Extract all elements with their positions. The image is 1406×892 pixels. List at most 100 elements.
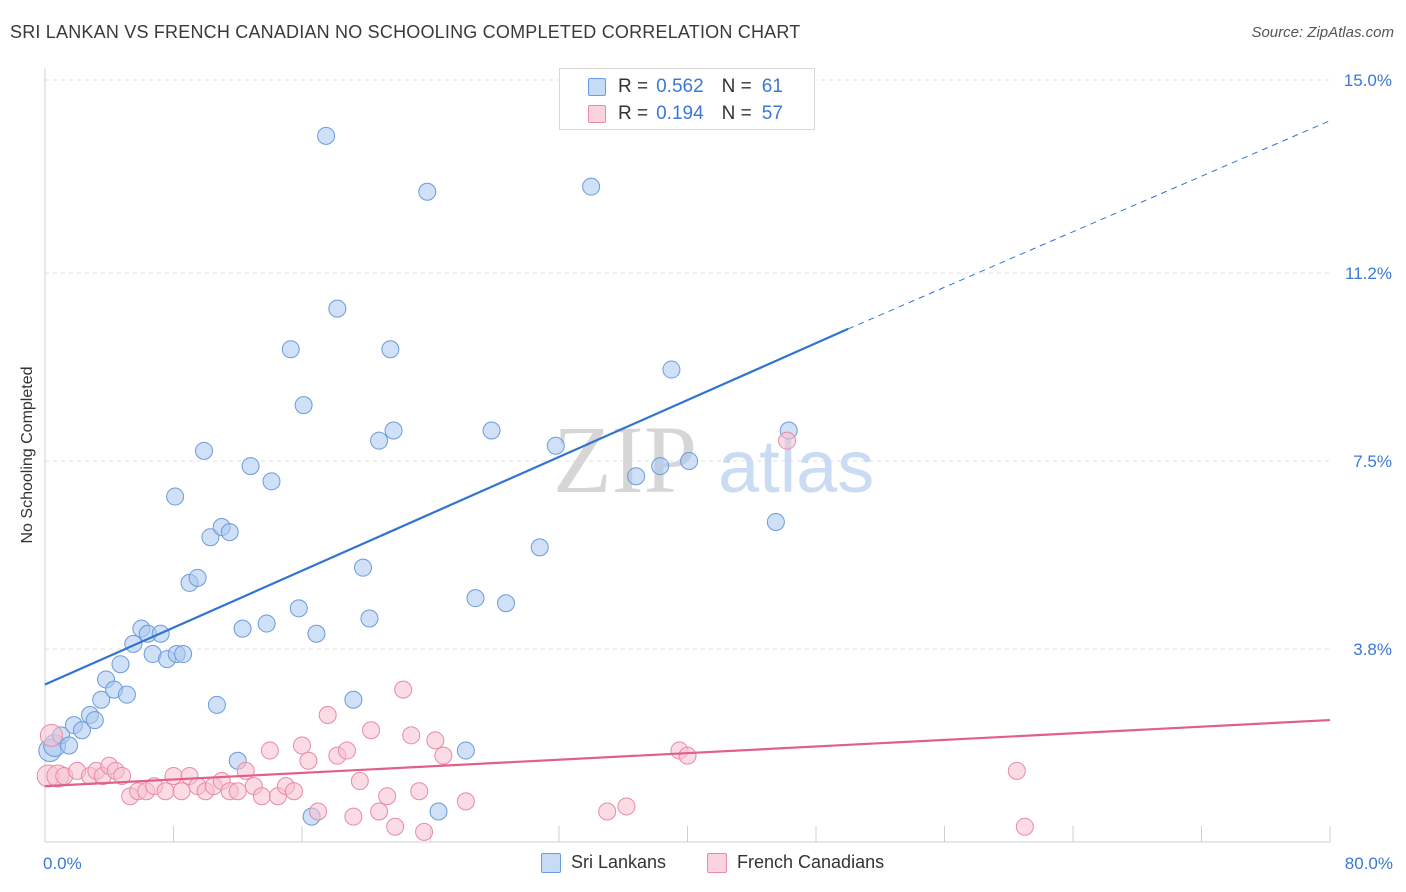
sri-lankan-point bbox=[174, 645, 193, 664]
bottom-legend-swatch-pink bbox=[707, 852, 727, 873]
sri-lankan-point bbox=[220, 523, 239, 542]
x-tick-label-start: 0.0% bbox=[43, 854, 82, 873]
sri-lankan-point bbox=[294, 396, 313, 415]
french-canadian-point bbox=[293, 736, 311, 755]
french-canadian-point bbox=[172, 782, 191, 801]
sri-lankan-point bbox=[92, 690, 111, 709]
french-canadian-point bbox=[598, 802, 617, 821]
french-canadian-point bbox=[318, 706, 337, 724]
sri-lankan-point bbox=[530, 538, 549, 557]
sri-lankan-point bbox=[766, 512, 785, 531]
sri-lankan-point bbox=[370, 431, 389, 450]
sri-lankan-point bbox=[317, 126, 336, 145]
grid-lines bbox=[45, 79, 1330, 650]
sri-lankan-point bbox=[188, 568, 207, 587]
bottom-legend-sri-lankans: Sri Lankans bbox=[541, 852, 666, 873]
french-canadian-point bbox=[156, 782, 175, 801]
sri-lankan-point bbox=[166, 487, 185, 506]
sri-lankan-point bbox=[546, 436, 565, 455]
sri-lankan-point bbox=[360, 609, 379, 628]
x-tick-label-end: 80.0% bbox=[1345, 854, 1393, 873]
sri-lankan-point bbox=[85, 711, 104, 730]
sri-lankan-point bbox=[117, 685, 136, 704]
french-canadian-point bbox=[337, 741, 356, 760]
sri-lankan-point bbox=[207, 695, 226, 714]
sri-lankan-point bbox=[233, 619, 252, 638]
bottom-legend-label: Sri Lankans bbox=[571, 852, 667, 872]
french-canadian-point bbox=[617, 797, 636, 816]
watermark: ZIP atlas bbox=[553, 406, 874, 513]
sri-lankan-point bbox=[429, 802, 448, 821]
sri-lankan-point bbox=[195, 441, 214, 460]
french-canadian-point bbox=[39, 723, 63, 747]
french-canadian-point bbox=[1007, 761, 1026, 780]
sri-lankan-point bbox=[627, 467, 646, 486]
sri-lankan-point bbox=[680, 452, 699, 470]
legend-n-value: 61 bbox=[761, 76, 783, 97]
sri-lankan-point bbox=[60, 736, 79, 755]
french-canadian-trend-line bbox=[44, 718, 1331, 788]
legend-r-label: R = bbox=[618, 76, 649, 97]
sri-lankan-point bbox=[418, 182, 437, 201]
watermark-zip: ZIP bbox=[553, 406, 697, 513]
legend-r-value: 0.562 bbox=[656, 76, 704, 97]
sri-lankan-point bbox=[307, 624, 326, 643]
sri-lankan-point bbox=[496, 594, 515, 613]
legend-n-value: 57 bbox=[761, 103, 783, 124]
sri-lankan-point bbox=[72, 721, 91, 740]
legend-r-value: 0.194 bbox=[656, 103, 704, 124]
sri-lankan-point bbox=[111, 655, 130, 674]
watermark-atlas: atlas bbox=[718, 425, 874, 508]
legend: R = 0.562 N = 61 R = 0.194 N = 57 bbox=[559, 68, 815, 130]
french-canadian-point bbox=[678, 746, 697, 765]
french-canadian-point bbox=[370, 802, 389, 821]
french-canadian-point bbox=[1015, 817, 1034, 836]
sri-lankan-point bbox=[384, 421, 403, 440]
sri-lankan-point bbox=[482, 421, 501, 440]
axes bbox=[44, 68, 1331, 843]
bottom-legend-french-canadians: French Canadians bbox=[707, 852, 884, 873]
legend-n-label: N = bbox=[721, 103, 752, 124]
french-canadian-point bbox=[410, 782, 429, 801]
sri-lankan-point bbox=[651, 457, 670, 476]
french-canadian-point bbox=[344, 807, 363, 826]
sri-lankan-point bbox=[262, 472, 281, 491]
tick-labels: 3.8% 7.5% 11.2% 15.0% 0.0% 80.0% bbox=[43, 71, 1393, 873]
legend-swatch-pink bbox=[588, 105, 606, 123]
sri-lankan-point bbox=[354, 558, 373, 577]
french-canadian-point bbox=[415, 822, 434, 841]
french-canadian-point bbox=[378, 787, 397, 806]
legend-r-label: R = bbox=[618, 103, 649, 124]
french-canadian-point bbox=[426, 731, 445, 750]
french-canadian-point bbox=[394, 680, 413, 699]
french-canadian-point bbox=[778, 431, 797, 450]
french-canadian-point bbox=[164, 766, 183, 785]
y-tick-label: 3.8% bbox=[1353, 640, 1392, 659]
chart-title: SRI LANKAN VS FRENCH CANADIAN NO SCHOOLI… bbox=[10, 22, 801, 42]
french-canadian-point bbox=[284, 782, 303, 801]
legend-row-french-canadians: R = 0.194 N = 57 bbox=[588, 101, 783, 127]
sri-lankan-point bbox=[201, 528, 220, 547]
french-canadian-point bbox=[299, 751, 318, 770]
sri-lankan-point bbox=[466, 589, 485, 608]
y-tick-label: 7.5% bbox=[1353, 452, 1392, 471]
legend-row-sri-lankans: R = 0.562 N = 61 bbox=[588, 74, 783, 100]
data-points bbox=[36, 126, 1034, 841]
legend-swatch-blue bbox=[588, 78, 606, 96]
legend-n-label: N = bbox=[721, 76, 752, 97]
french-canadian-point bbox=[434, 746, 453, 765]
french-canadian-point bbox=[252, 787, 271, 806]
sri-lankan-point bbox=[582, 177, 601, 196]
sri-lankan-point bbox=[289, 599, 308, 618]
sri-lankan-point bbox=[456, 741, 475, 760]
french-canadian-point bbox=[402, 726, 421, 745]
french-canadian-point bbox=[113, 766, 132, 785]
french-canadian-point bbox=[350, 772, 369, 791]
sri-lankan-point bbox=[241, 457, 260, 476]
french-canadian-point bbox=[228, 782, 247, 801]
trend-lines bbox=[44, 120, 1331, 788]
french-canadian-point bbox=[260, 741, 279, 760]
french-canadian-point bbox=[386, 817, 405, 836]
sri-lankan-point bbox=[344, 690, 363, 709]
